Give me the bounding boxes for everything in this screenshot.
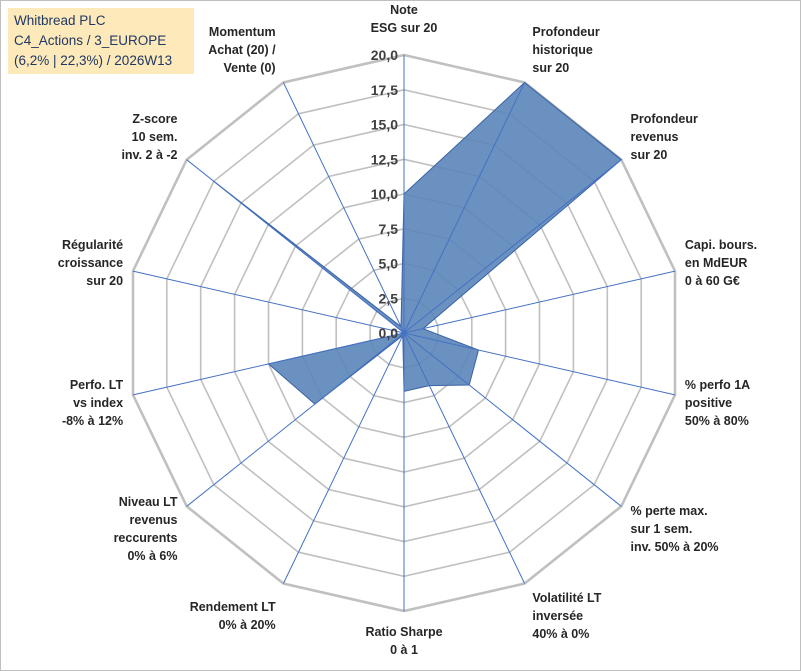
axis-spoke (282, 82, 405, 334)
axis-label-line: Note (390, 3, 418, 17)
axis-label: Momentum Achat (20) / Vente (0) (208, 25, 276, 75)
axis-label: Perfo. LT vs index -8% à 12% (62, 378, 124, 428)
chart-title-box: Whitbread PLC C4_Actions / 3_EUROPE (6,2… (8, 8, 194, 74)
axis-label-line: 50% à 80% (685, 414, 749, 428)
axis-label-line: sur 20 (631, 148, 668, 162)
axis-label-line: ESG sur 20 (371, 21, 438, 35)
axis-label: Niveau LT revenus reccurents 0% à 6% (114, 495, 178, 563)
axis-label-line: Perfo. LT (70, 378, 124, 392)
tick-label: 15,0 (371, 117, 398, 133)
axis-label-line: croissance (58, 256, 123, 270)
radar-spokes (132, 55, 676, 611)
radar-series (213, 81, 623, 405)
axis-label: % perfo 1A positive 50% à 80% (685, 378, 750, 428)
axis-label-line: Ratio Sharpe (365, 625, 442, 639)
axis-spoke (403, 332, 676, 396)
axis-label-line: inv. 50% à 20% (631, 540, 719, 554)
axis-spoke (403, 332, 622, 507)
tick-label: 12,5 (371, 151, 398, 167)
series-area (213, 81, 623, 405)
radar-tick-labels: 0,0 2,5 5,0 7,5 10,0 12,5 15,0 17,5 20,0 (371, 47, 398, 341)
axis-label-line: 0% à 20% (219, 618, 276, 632)
axis-label-line: 0 à 60 G€ (685, 274, 740, 288)
axis-label-line: sur 20 (532, 61, 569, 75)
axis-label-line: Profondeur (631, 112, 698, 126)
axis-label-line: sur 1 sem. (631, 522, 693, 536)
axis-label-line: en MdEUR (685, 256, 748, 270)
axis-label-line: Rendement LT (190, 600, 276, 614)
title-stats: (6,2% | 22,3%) / 2026W13 (14, 53, 173, 68)
axis-label: Profondeur historique sur 20 (532, 25, 599, 75)
axis-label: Ratio Sharpe 0 à 1 (365, 625, 442, 657)
axis-label-line: % perfo 1A (685, 378, 750, 392)
axis-label-line: positive (685, 396, 732, 410)
axis-label: Régularité croissance sur 20 (58, 238, 123, 288)
axis-label-line: inversée (532, 609, 583, 623)
axis-label: Profondeur revenus sur 20 (631, 112, 698, 162)
axis-label: Capi. bours. en MdEUR 0 à 60 G€ (685, 238, 757, 288)
tick-label: 10,0 (371, 186, 398, 202)
axis-label-line: 0 à 1 (390, 643, 418, 657)
axis-label-line: Vente (0) (223, 61, 275, 75)
axis-label-line: Régularité (62, 238, 123, 252)
axis-label-line: historique (532, 43, 592, 57)
axis-label-line: reccurents (114, 531, 178, 545)
axis-label-line: Achat (20) / (208, 43, 276, 57)
axis-spoke (132, 270, 405, 334)
axis-label-line: sur 20 (86, 274, 123, 288)
axis-label: Volatilité LT inversée 40% à 0% (532, 591, 601, 641)
axis-label-line: 0% à 6% (127, 549, 177, 563)
axis-label-line: Z-score (132, 112, 177, 126)
tick-label: 0,0 (379, 325, 399, 341)
axis-label-line: Profondeur (532, 25, 599, 39)
radar-axis-labels: Note ESG sur 20 Profondeur historique sur 20… (58, 3, 757, 657)
axis-spoke (132, 332, 405, 396)
axis-label-line: -8% à 12% (62, 414, 123, 428)
axis-spoke (403, 270, 676, 334)
axis-label-line: % perte max. (631, 504, 708, 518)
tick-label: 5,0 (379, 256, 399, 272)
axis-label: Note ESG sur 20 (371, 3, 438, 35)
tick-label: 2,5 (379, 290, 399, 306)
axis-spoke (282, 332, 405, 584)
axis-label-line: vs index (73, 396, 123, 410)
axis-label: % perte max. sur 1 sem. inv. 50% à 20% (631, 504, 719, 554)
title-category: C4_Actions / 3_EUROPE (14, 33, 167, 48)
title-company: Whitbread PLC (14, 13, 106, 28)
axis-spoke (186, 332, 405, 507)
axis-spoke (186, 159, 405, 334)
tick-label: 7,5 (379, 221, 399, 237)
axis-label-line: Momentum (209, 25, 276, 39)
axis-label: Rendement LT 0% à 20% (190, 600, 276, 632)
axis-label-line: Capi. bours. (685, 238, 757, 252)
axis-label-line: revenus (130, 513, 178, 527)
axis-label-line: 40% à 0% (532, 627, 589, 641)
axis-label-line: Niveau LT (119, 495, 178, 509)
axis-label-line: Volatilité LT (532, 591, 601, 605)
axis-label-line: inv. 2 à -2 (121, 148, 177, 162)
tick-label: 17,5 (371, 82, 398, 98)
axis-spoke (403, 159, 622, 334)
axis-label-line: 10 sem. (132, 130, 178, 144)
tick-label: 20,0 (371, 47, 398, 63)
axis-spoke (403, 82, 526, 334)
axis-label: Z-score 10 sem. inv. 2 à -2 (121, 112, 177, 162)
axis-label-line: revenus (631, 130, 679, 144)
axis-spoke (403, 332, 526, 584)
